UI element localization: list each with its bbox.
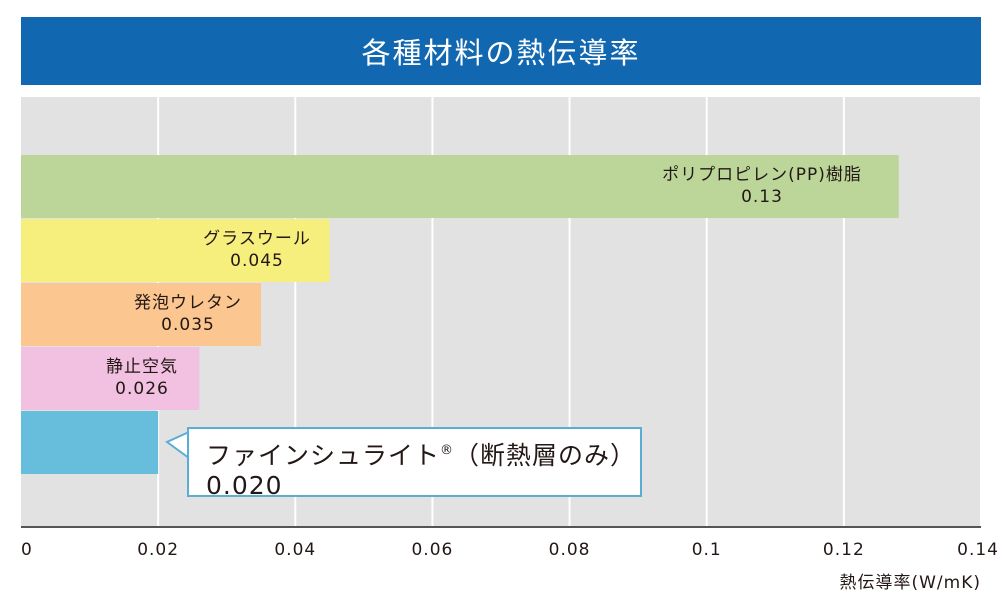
callout-suffix: （断熱層のみ） [454,441,637,470]
bar-value-label: 0.045 [230,251,284,271]
bar-category-label: 静止空気 [106,357,178,377]
callout-name: ファインシュライト [206,441,441,470]
bar-value-label: 0.026 [115,379,169,399]
bar-category-label: ポリプロピレン(PP)樹脂 [662,165,862,185]
bar-category-label: グラスウール [203,229,311,249]
x-tick-label: 0.14 [957,540,999,560]
callout-box [187,427,642,497]
callout-title-line: ファインシュライト®（断熱層のみ） [206,436,636,471]
bar-label: グラスウール 0.045 [203,228,311,272]
x-axis-label: 熱伝導率(W/mK) [839,573,981,593]
registered-mark: ® [440,443,455,458]
bar-label: 静止空気 0.026 [106,356,178,400]
bar-urethane-foam [21,283,261,346]
x-tick-label: 0.06 [411,540,454,560]
bar-fine-shulite [21,411,159,474]
bar-value-label: 0.035 [161,315,215,335]
bar-chart [21,97,982,527]
x-tick-label: 0.12 [822,540,865,560]
chart-title: 各種材料の熱伝導率 [21,17,981,85]
bar-category-label: 発泡ウレタン [134,293,242,313]
x-tick-label: 0.08 [548,540,591,560]
bar-still-air [21,347,200,410]
bar-value-label: 0.13 [741,187,783,207]
bar-label: ポリプロピレン(PP)樹脂 0.13 [662,164,862,208]
callout-text: ファインシュライト®（断熱層のみ） 0.020 [206,436,636,501]
x-tick-label: 0.04 [274,540,317,560]
bar-glass-wool [21,219,330,282]
bar-polypropylene [21,155,899,218]
x-axis-line [21,526,981,528]
x-tick-label: 0.02 [137,540,180,560]
callout-value: 0.020 [206,471,283,500]
x-tick-label: 0.1 [691,540,722,560]
bar-label: 発泡ウレタン 0.035 [134,292,242,336]
x-tick-label: 0 [21,540,33,560]
